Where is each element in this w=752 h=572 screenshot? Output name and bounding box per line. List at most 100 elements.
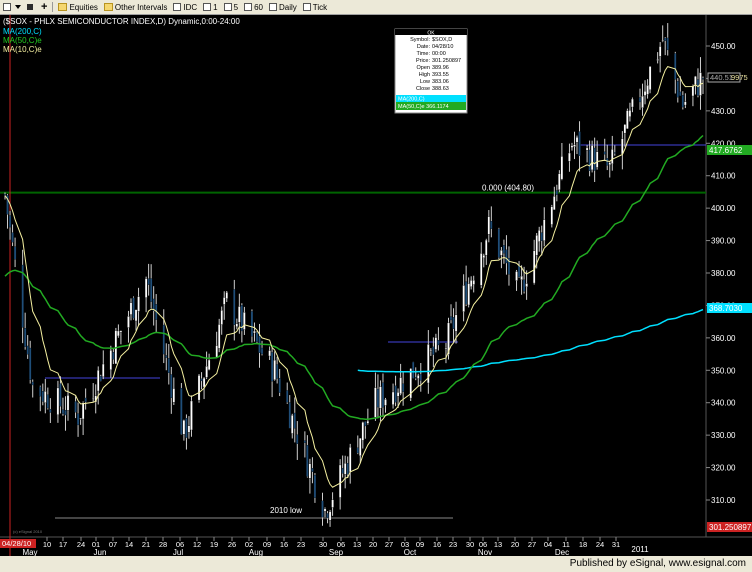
popup-ma200: MA(200,C) bbox=[398, 97, 425, 103]
price-tag-close-bg bbox=[707, 72, 741, 83]
candle-body bbox=[384, 399, 387, 406]
y-tick-label: 330.00 bbox=[711, 431, 736, 440]
popup-ma50-bg bbox=[396, 102, 466, 110]
candle-body bbox=[540, 232, 543, 242]
interval-tick[interactable]: Tick bbox=[300, 1, 330, 13]
candle-body bbox=[381, 382, 385, 408]
interval-1[interactable]: 1 bbox=[200, 1, 220, 13]
candle-body bbox=[180, 387, 183, 435]
candle-body bbox=[268, 350, 271, 357]
month-label: Jun bbox=[94, 548, 107, 556]
cursor-date-bg bbox=[0, 539, 36, 548]
candle-body bbox=[437, 339, 440, 346]
chart-title: ($SOX - PHLX SEMICONDUCTOR INDEX,D) Dyna… bbox=[3, 17, 240, 26]
candle-body bbox=[303, 440, 307, 443]
x-tick-label: 06 bbox=[479, 540, 487, 549]
candle-body bbox=[590, 145, 594, 171]
cursor-date-label: 04/28/10 bbox=[2, 539, 31, 548]
equities-menu[interactable]: Equities bbox=[55, 1, 100, 13]
candle-body bbox=[187, 425, 191, 433]
add-button[interactable]: + bbox=[41, 1, 48, 13]
candle-body bbox=[220, 310, 223, 325]
candle-body bbox=[701, 78, 705, 80]
x-tick-label: 12 bbox=[193, 540, 201, 549]
candle-body bbox=[132, 297, 135, 319]
interval-5[interactable]: 5 bbox=[221, 1, 241, 13]
toolbar: + Equities Other Intervals IDC 1 5 60 Da… bbox=[0, 0, 752, 15]
symbol-dropdown[interactable] bbox=[0, 1, 24, 13]
candles bbox=[3, 23, 705, 527]
candle-body bbox=[449, 316, 453, 321]
candle-body bbox=[137, 296, 140, 312]
x-tick-label: 16 bbox=[433, 540, 441, 549]
candle-body bbox=[658, 46, 662, 57]
x-tick-label: 09 bbox=[263, 540, 271, 549]
candle-body bbox=[349, 446, 352, 472]
other-intervals-label: Other Intervals bbox=[114, 2, 168, 12]
price-chart[interactable]: 310.00320.00330.00340.00350.00360.00370.… bbox=[0, 15, 752, 557]
data-popup-header: OK bbox=[427, 31, 435, 37]
candle-body bbox=[487, 216, 491, 235]
candle-body bbox=[485, 239, 488, 256]
candle-body bbox=[656, 59, 659, 61]
candle-body bbox=[172, 388, 176, 403]
candle-body bbox=[681, 95, 685, 108]
candle-body bbox=[313, 474, 317, 498]
chevron-down-icon bbox=[15, 5, 21, 9]
checkbox-icon bbox=[203, 3, 212, 11]
candle-body bbox=[434, 337, 438, 350]
interval-daily[interactable]: Daily bbox=[266, 1, 300, 13]
price-tag-ma50: 417.6762 bbox=[707, 145, 752, 155]
candle-body bbox=[409, 368, 412, 399]
popup-row-label: Open bbox=[417, 65, 430, 71]
candle-body bbox=[225, 292, 228, 299]
interval-idc[interactable]: IDC bbox=[170, 1, 200, 13]
candle-body bbox=[190, 400, 193, 431]
candle-body bbox=[202, 377, 206, 388]
interval-daily-label: Daily bbox=[278, 2, 297, 12]
candle-body bbox=[217, 324, 221, 349]
candle-body bbox=[359, 437, 362, 456]
folder-icon bbox=[103, 3, 113, 11]
candle-body bbox=[674, 53, 677, 80]
ma10-line[interactable] bbox=[4, 66, 704, 488]
x-tick-label: 11 bbox=[562, 540, 570, 549]
candle-body bbox=[66, 395, 70, 411]
candle-body bbox=[472, 280, 475, 285]
candle-body bbox=[328, 511, 332, 521]
candle-body bbox=[419, 374, 422, 381]
candle-body bbox=[296, 434, 299, 444]
month-label: Oct bbox=[404, 548, 417, 556]
candle-body bbox=[525, 283, 528, 288]
candle-body bbox=[13, 246, 17, 260]
candle-body bbox=[628, 110, 632, 117]
candle-body bbox=[467, 283, 470, 306]
candle-body bbox=[606, 158, 609, 166]
grid-button[interactable] bbox=[24, 1, 38, 13]
month-label: Aug bbox=[249, 548, 263, 556]
month-labels: May Jun Jul Aug Sep Oct Nov Dec 2011 bbox=[22, 545, 649, 557]
candle-body bbox=[396, 392, 400, 397]
candle-body bbox=[321, 500, 324, 518]
candle-body bbox=[293, 412, 296, 429]
candle-body bbox=[603, 151, 606, 155]
candle-body bbox=[275, 364, 279, 379]
interval-60[interactable]: 60 bbox=[241, 1, 266, 13]
candle-body bbox=[666, 37, 669, 51]
candle-body bbox=[61, 409, 65, 414]
ma50-line[interactable] bbox=[4, 134, 704, 420]
candle-body bbox=[505, 249, 508, 264]
equities-label: Equities bbox=[69, 2, 98, 12]
candle-body bbox=[462, 285, 465, 312]
candle-body bbox=[306, 444, 309, 477]
x-tick-label: 10 bbox=[43, 540, 51, 549]
candle-body bbox=[585, 147, 589, 151]
chart-area[interactable]: 310.00320.00330.00340.00350.00360.00370.… bbox=[0, 15, 752, 557]
candle-body bbox=[558, 173, 561, 191]
candle-body bbox=[49, 409, 52, 413]
ma200-line[interactable] bbox=[357, 308, 704, 373]
other-intervals-menu[interactable]: Other Intervals bbox=[101, 1, 170, 13]
x-tick-label: 02 bbox=[245, 540, 253, 549]
candle-body bbox=[129, 302, 133, 315]
